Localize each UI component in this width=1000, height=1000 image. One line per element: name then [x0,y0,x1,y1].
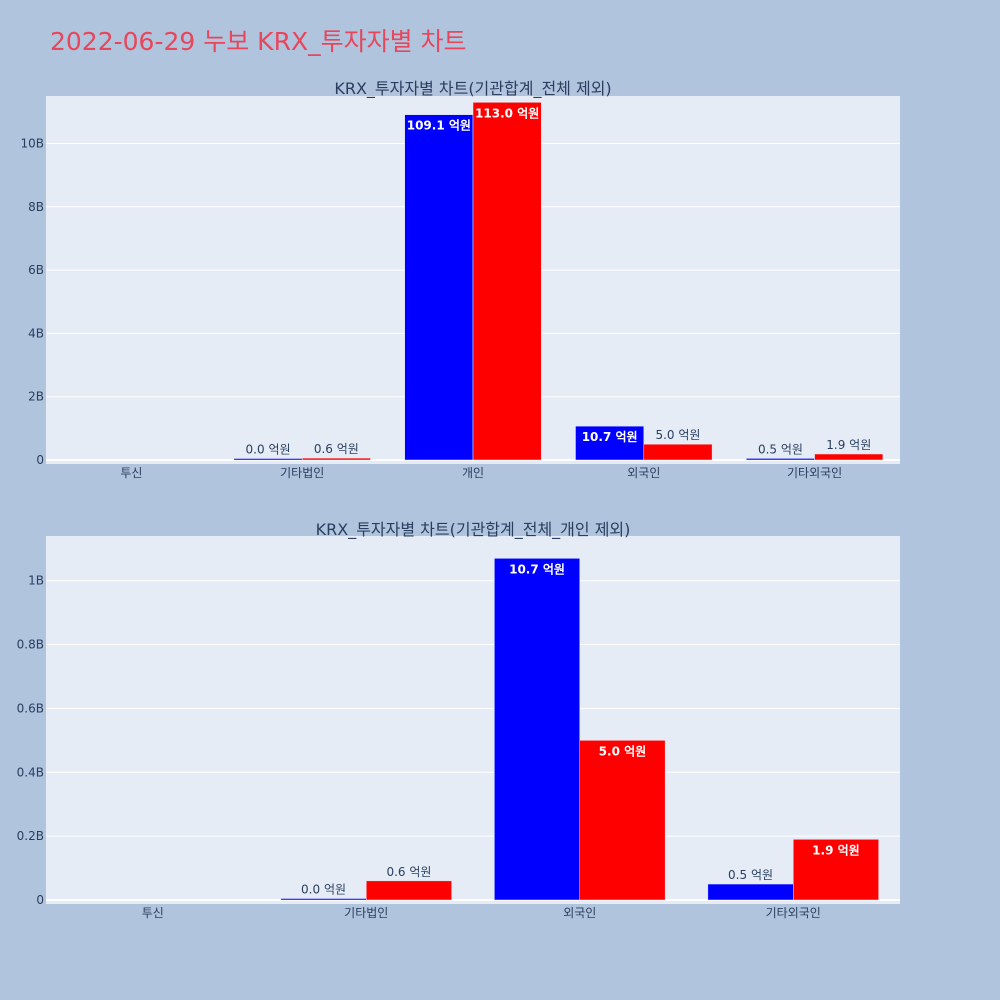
data-label: 10.7 억원 [582,430,638,444]
bar [301,457,371,461]
data-label: 5.0 억원 [599,744,647,758]
data-label: 113.0 억원 [475,106,539,120]
data-label: 0.6 억원 [386,865,431,879]
y-tick-label: 0 [36,893,44,907]
y-tick-label: 0.6B [17,701,44,715]
bar [814,453,884,461]
x-tick-label: 외국인 [563,906,596,920]
page-title: 2022-06-29 누보 KRX_투자자별 차트 [50,27,467,56]
bar [793,839,879,901]
bar [404,114,474,461]
y-tick-label: 4B [28,326,44,340]
x-tick-label: 기타외국인 [766,906,821,920]
y-tick-label: 1B [28,574,44,588]
data-label: 0.5 억원 [758,442,803,456]
x-tick-label: 외국인 [627,466,660,480]
y-tick-label: 0.8B [17,638,44,652]
data-label: 0.5 억원 [728,868,773,882]
data-label: 109.1 억원 [407,119,471,133]
data-label: 0.0 억원 [246,443,291,457]
bar [579,740,666,901]
x-tick-label: 기타법인 [344,906,388,920]
bar [575,425,645,461]
bar [707,883,794,901]
data-label: 5.0 억원 [655,428,700,442]
bar [280,898,367,901]
data-label: 1.9 억원 [826,438,871,452]
bar [472,102,542,461]
y-tick-label: 8B [28,200,44,214]
y-tick-label: 0.2B [17,829,44,843]
x-tick-label: 투신 [142,906,164,920]
bar [366,880,452,901]
data-label: 10.7 억원 [509,562,565,576]
data-label: 1.9 억원 [812,843,860,857]
chart-title: KRX_투자자별 차트(기관합계_전체_개인 제외) [316,520,631,540]
x-tick-label: 개인 [462,466,484,480]
y-tick-label: 0.4B [17,765,44,779]
x-tick-label: 투신 [120,466,142,480]
x-tick-label: 기타외국인 [787,466,842,480]
data-label: 0.6 억원 [314,442,359,456]
data-label: 0.0 억원 [301,883,346,897]
chart-title: KRX_투자자별 차트(기관합계_전체 제외) [334,79,611,99]
y-tick-label: 0 [36,453,44,467]
bar [643,443,713,461]
bar [494,558,581,901]
plot-area [46,536,900,904]
y-tick-label: 2B [28,390,44,404]
y-tick-label: 6B [28,263,44,277]
x-tick-label: 기타법인 [280,466,324,480]
y-tick-label: 10B [20,136,44,150]
